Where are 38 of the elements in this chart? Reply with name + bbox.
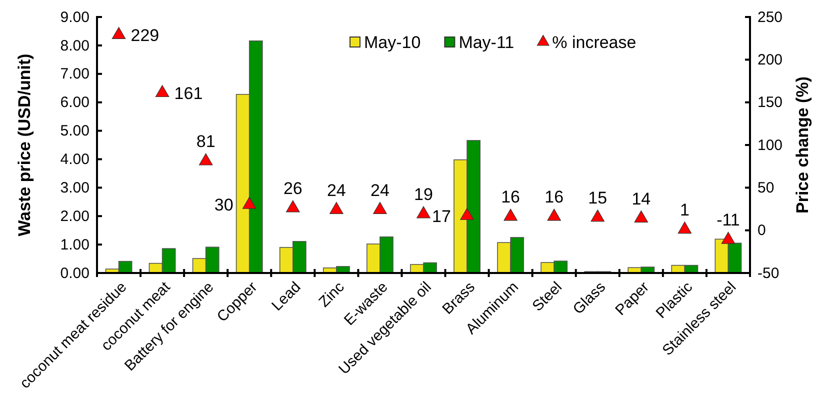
data-label: 26 xyxy=(283,179,302,198)
x-tick-label: Zinc xyxy=(316,278,348,311)
legend-label: May-10 xyxy=(364,33,421,52)
y-tick-label: 5.00 xyxy=(60,122,90,140)
data-label: -11 xyxy=(716,210,740,230)
data-label: 16 xyxy=(501,188,520,207)
data-label: 24 xyxy=(370,180,390,200)
y-tick-label: 6.00 xyxy=(60,94,90,112)
y-tick-label: 7.00 xyxy=(60,66,90,83)
y-tick-label: 8.00 xyxy=(60,37,90,54)
data-label: 24 xyxy=(326,180,346,200)
data-label: 161 xyxy=(174,84,203,103)
y-tick-label: 3.00 xyxy=(60,179,90,196)
y-axis-title: Waste price (USD/unit) xyxy=(15,54,34,236)
legend-label: % increase xyxy=(552,33,636,52)
data-label: 229 xyxy=(130,26,160,45)
data-label: 19 xyxy=(414,185,433,204)
legend-label: May-11 xyxy=(458,33,514,52)
y-tick-label: 0.00 xyxy=(60,264,90,282)
data-label: 16 xyxy=(544,188,564,207)
data-label: 81 xyxy=(196,132,216,152)
y-tick-label: 9.00 xyxy=(60,8,90,26)
y2-tick-label: 250 xyxy=(758,8,783,26)
y-tick-label: 1.00 xyxy=(60,236,90,254)
data-label: 14 xyxy=(632,189,651,208)
data-label: 30 xyxy=(214,196,234,215)
y2-axis-title: Price change (%) xyxy=(793,76,812,214)
y2-tick-label: 200 xyxy=(758,51,783,68)
y-tick-label: 4.00 xyxy=(60,151,90,168)
y2-tick-label: 0 xyxy=(758,222,766,240)
data-label: 1 xyxy=(680,200,690,220)
y2-tick-label: -50 xyxy=(758,264,780,282)
y2-tick-label: 150 xyxy=(758,94,783,112)
y-tick-label: 2.00 xyxy=(60,208,90,225)
y2-tick-label: 50 xyxy=(758,179,774,196)
y2-tick-label: 100 xyxy=(758,136,783,154)
data-label: 15 xyxy=(588,188,608,208)
data-label: 17 xyxy=(432,206,451,226)
